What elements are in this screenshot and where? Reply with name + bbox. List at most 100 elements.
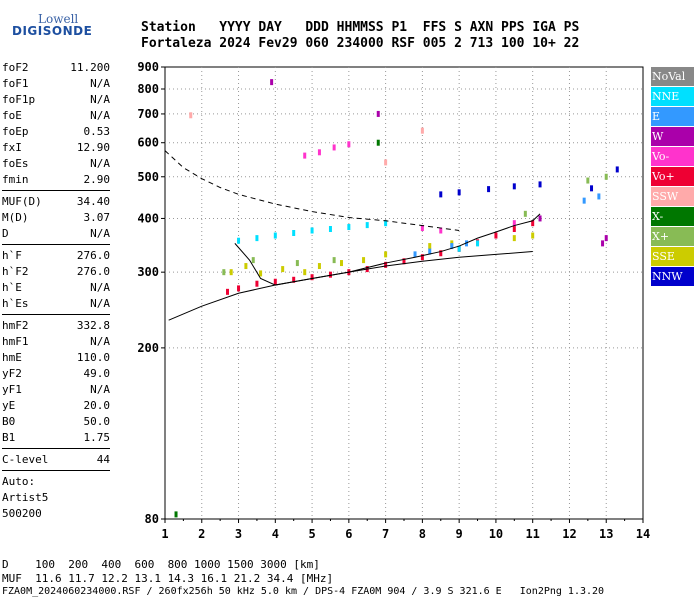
param-value: N/A (90, 335, 110, 348)
x-tick-label: 5 (308, 527, 315, 541)
y-tick-label: 80 (145, 512, 159, 526)
data-point (487, 186, 491, 193)
legend-item: E (651, 107, 694, 126)
data-point (328, 271, 332, 278)
param-value: 20.0 (83, 399, 111, 412)
data-point (582, 197, 586, 204)
data-point (189, 112, 193, 119)
data-point (174, 511, 178, 518)
y-tick-label: 800 (137, 82, 159, 96)
x-tick-label: 2 (198, 527, 205, 541)
parameter-panel: foF2 11.200 foF1 N/A foF1p N/A foE N/A foEp 0.53 f… (2, 60, 110, 522)
param-value: 276.0 (76, 265, 110, 278)
param-value: N/A (90, 93, 110, 106)
y-tick-label: 700 (137, 107, 159, 121)
legend-item: Vo+ (651, 167, 694, 186)
y-tick-label: 900 (137, 60, 159, 74)
param-row: foF2 11.200 (2, 60, 110, 76)
param-label: hmF1 (2, 335, 29, 348)
param-value: N/A (90, 383, 110, 396)
data-point (255, 235, 259, 242)
data-point (439, 227, 443, 234)
param-label: C-level (2, 453, 49, 466)
data-point (328, 226, 332, 233)
data-point (226, 288, 230, 295)
x-tick-label: 8 (419, 527, 426, 541)
param-row: foF1p N/A (2, 92, 110, 108)
param-row: B0 50.0 (2, 414, 110, 430)
distance-line: D 100 200 400 600 800 1000 1500 3000 [km… (2, 558, 320, 571)
param-row: foE N/A (2, 108, 110, 124)
param-label: yF1 (2, 383, 22, 396)
data-point (259, 270, 263, 277)
legend-item: W (651, 127, 694, 146)
data-point (538, 215, 542, 222)
header-values: Fortaleza 2024 Fev29 060 234000 RSF 005 … (141, 36, 580, 51)
file-info-line: FZA0M_2024060234000.RSF / 260fx256h 50 k… (2, 586, 605, 597)
divider (2, 314, 110, 315)
data-point (402, 258, 406, 265)
data-point (531, 220, 535, 227)
data-point (347, 141, 351, 148)
data-point (237, 237, 241, 244)
auto-line: Artist5 (2, 491, 49, 504)
data-point (512, 183, 516, 190)
param-row: D N/A (2, 226, 110, 242)
param-label: D (2, 227, 9, 240)
param-value: N/A (90, 297, 110, 310)
param-label: fxI (2, 141, 22, 154)
data-point (531, 232, 535, 239)
param-label: foE (2, 109, 22, 122)
data-point (457, 245, 461, 252)
legend-item: SSE (651, 247, 694, 266)
data-point (384, 159, 388, 166)
data-point (251, 257, 255, 264)
param-label: yF2 (2, 367, 22, 380)
legend-item: SSW (651, 187, 694, 206)
data-point (538, 181, 542, 188)
x-tick-label: 9 (456, 527, 463, 541)
legend-item: NoVal (651, 67, 694, 86)
data-point (339, 260, 343, 267)
param-value: N/A (90, 77, 110, 90)
data-point (237, 285, 241, 292)
param-label: h`E (2, 281, 22, 294)
param-row: yF1 N/A (2, 382, 110, 398)
param-value: N/A (90, 157, 110, 170)
data-point (439, 191, 443, 198)
data-point (450, 243, 454, 250)
data-point (384, 220, 388, 227)
param-row: yF2 49.0 (2, 366, 110, 382)
param-value: 34.40 (76, 195, 110, 208)
data-point (362, 257, 366, 264)
data-point (295, 260, 299, 267)
data-point (303, 269, 307, 276)
param-value: N/A (90, 281, 110, 294)
param-row: hmF2 332.8 (2, 318, 110, 334)
data-point (512, 226, 516, 233)
legend-item: X+ (651, 227, 694, 246)
param-row: M(D) 3.07 (2, 210, 110, 226)
param-value: 332.8 (76, 319, 110, 332)
header-labels: Station YYYY DAY DDD HHMMSS P1 FFS S AXN… (141, 20, 580, 35)
auto-line: 500200 (2, 507, 42, 520)
param-value: 0.53 (83, 125, 111, 138)
y-tick-label: 400 (137, 211, 159, 225)
trace-line (234, 213, 541, 286)
data-point (512, 220, 516, 227)
data-point (428, 243, 432, 250)
data-point (303, 152, 307, 159)
param-value: N/A (90, 109, 110, 122)
data-point (604, 173, 608, 180)
data-point (420, 254, 424, 261)
data-point (428, 248, 432, 255)
y-tick-label: 600 (137, 136, 159, 150)
param-row: fmin 2.90 (2, 172, 110, 188)
data-point (376, 110, 380, 117)
param-label: fmin (2, 173, 29, 186)
x-tick-label: 7 (382, 527, 389, 541)
data-point (292, 276, 296, 283)
data-point (586, 177, 590, 184)
x-tick-label: 3 (235, 527, 242, 541)
x-tick-label: 11 (525, 527, 539, 541)
